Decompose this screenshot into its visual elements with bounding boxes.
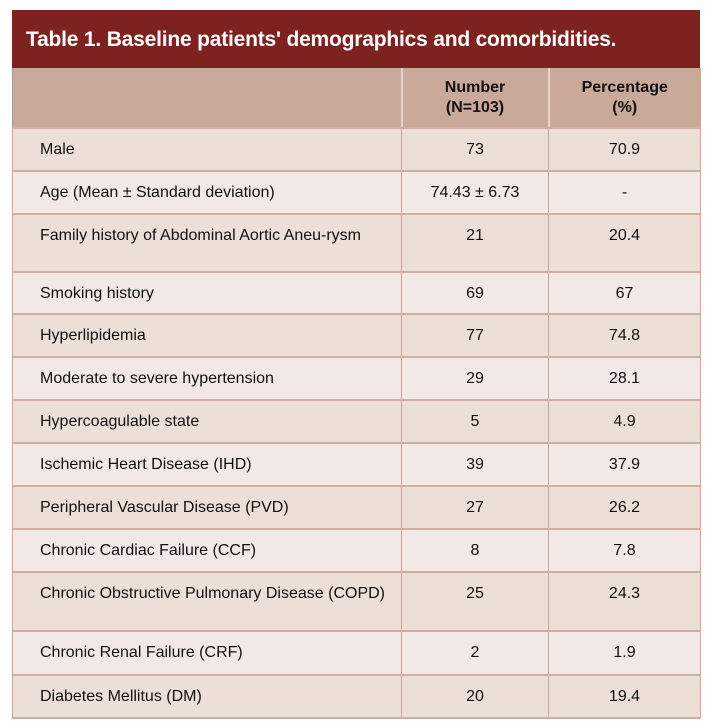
row-label: Moderate to severe hypertension — [12, 357, 402, 401]
row-number: 77 — [401, 314, 549, 358]
row-number: 29 — [401, 357, 549, 401]
row-label: Hypercoagulable state — [12, 400, 402, 444]
row-percentage: 70.9 — [548, 128, 701, 172]
table-container: Table 1. Baseline patients' demographics… — [12, 10, 701, 719]
header-number: Number (N=103) — [400, 68, 549, 129]
row-number: 8 — [401, 529, 549, 573]
row-label: Chronic Renal Failure (CRF) — [12, 631, 402, 676]
row-number: 21 — [401, 214, 549, 273]
table-caption: Table 1. Baseline patients' demographics… — [12, 10, 700, 68]
table-row: Age (Mean ± Standard deviation) 74.43 ± 6… — [12, 171, 701, 215]
header-label — [12, 68, 402, 129]
table-row: Ischemic Heart Disease (IHD) 39 37.9 — [12, 443, 701, 487]
row-percentage: 7.8 — [548, 529, 701, 573]
row-number: 25 — [401, 572, 549, 632]
table-number: Table 1. — [26, 28, 102, 51]
row-label: Ischemic Heart Disease (IHD) — [12, 443, 402, 487]
table-row: Family history of Abdominal Aortic Aneu-… — [12, 214, 701, 273]
table-row: Smoking history 69 67 — [12, 272, 701, 315]
table-row: Male 73 70.9 — [12, 128, 701, 172]
header-percentage: Percentage (%) — [547, 68, 701, 129]
table-title: Baseline patients' demographics and como… — [106, 28, 617, 51]
demographics-table: Number (N=103) Percentage (%) Male 73 70.9 Ag… — [12, 68, 701, 719]
table-row: Hypercoagulable state 5 4.9 — [12, 400, 701, 444]
row-number: 73 — [401, 128, 549, 172]
row-label: Peripheral Vascular Disease (PVD) — [12, 486, 402, 530]
row-percentage: 37.9 — [548, 443, 701, 487]
row-label: Chronic Cardiac Failure (CCF) — [12, 529, 402, 573]
row-number: 27 — [401, 486, 549, 530]
row-label: Family history of Abdominal Aortic Aneu-… — [12, 214, 402, 273]
row-percentage: 4.9 — [548, 400, 701, 444]
row-label: Age (Mean ± Standard deviation) — [12, 171, 402, 215]
header-percentage-line2: (%) — [612, 99, 638, 116]
table-row: Chronic Obstructive Pulmonary Disease (C… — [12, 572, 701, 632]
row-label: Smoking history — [12, 272, 402, 315]
row-percentage: 19.4 — [548, 675, 701, 719]
row-label: Hyperlipidemia — [12, 314, 402, 358]
row-percentage: 1.9 — [548, 631, 701, 676]
row-number: 39 — [401, 443, 549, 487]
row-number: 74.43 ± 6.73 — [401, 171, 549, 215]
table-row: Hyperlipidemia 77 74.8 — [12, 314, 701, 358]
row-number: 2 — [401, 631, 549, 676]
header-row: Number (N=103) Percentage (%) — [12, 68, 701, 129]
table-row: Peripheral Vascular Disease (PVD) 27 26.2 — [12, 486, 701, 530]
row-label: Diabetes Mellitus (DM) — [12, 675, 402, 719]
row-percentage: 24.3 — [548, 572, 701, 632]
table-row: Chronic Renal Failure (CRF) 2 1.9 — [12, 631, 701, 676]
row-percentage: 20.4 — [548, 214, 701, 273]
header-number-line2: (N=103) — [445, 99, 505, 116]
row-percentage: 28.1 — [548, 357, 701, 401]
row-percentage: - — [548, 171, 701, 215]
row-label: Chronic Obstructive Pulmonary Disease (C… — [12, 572, 402, 632]
header-percentage-line1: Percentage — [581, 79, 668, 96]
table-row: Moderate to severe hypertension 29 28.1 — [12, 357, 701, 401]
header-number-line1: Number — [444, 79, 506, 96]
row-label: Male — [12, 128, 402, 172]
row-percentage: 26.2 — [548, 486, 701, 530]
row-percentage: 67 — [548, 272, 701, 315]
row-number: 20 — [401, 675, 549, 719]
row-percentage: 74.8 — [548, 314, 701, 358]
table-row: Chronic Cardiac Failure (CCF) 8 7.8 — [12, 529, 701, 573]
table-row: Diabetes Mellitus (DM) 20 19.4 — [12, 675, 701, 719]
row-number: 69 — [401, 272, 549, 315]
row-number: 5 — [401, 400, 549, 444]
